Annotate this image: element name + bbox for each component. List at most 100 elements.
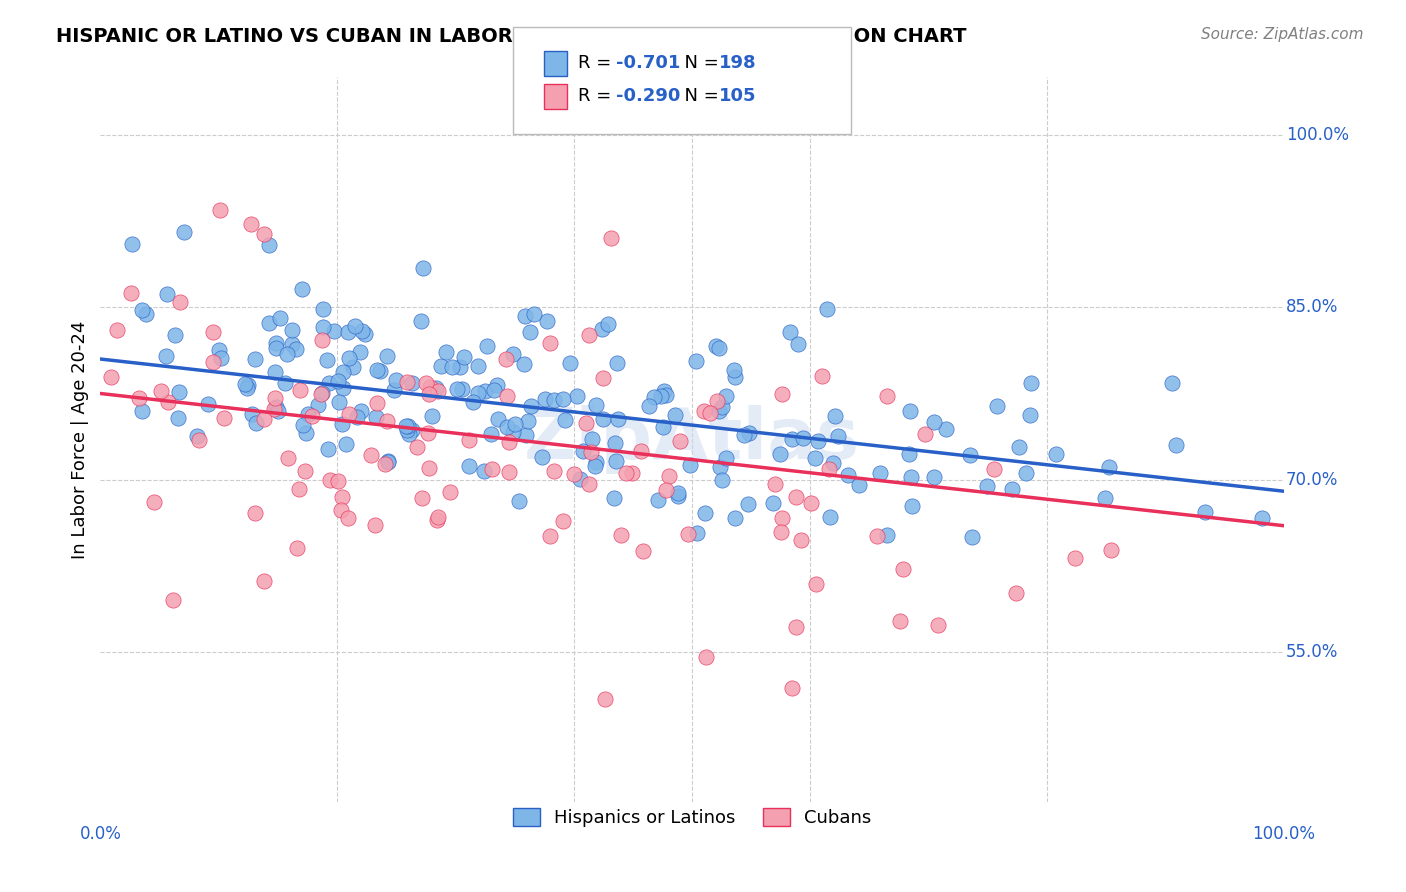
Point xyxy=(406,440,429,454)
Text: 100.0%: 100.0% xyxy=(1286,126,1348,144)
Point xyxy=(763,477,786,491)
Point xyxy=(695,650,717,665)
Point xyxy=(538,529,561,543)
Point xyxy=(427,384,450,399)
Point xyxy=(578,476,600,491)
Point xyxy=(377,454,399,468)
Point xyxy=(467,386,489,401)
Point xyxy=(415,376,437,391)
Point xyxy=(678,526,700,541)
Point xyxy=(592,412,614,426)
Point xyxy=(790,533,813,548)
Point xyxy=(187,433,209,447)
Point xyxy=(704,339,727,353)
Point xyxy=(652,420,675,434)
Point xyxy=(513,357,536,371)
Point xyxy=(592,370,614,384)
Point xyxy=(318,376,340,390)
Point xyxy=(382,384,405,398)
Point xyxy=(900,469,922,483)
Point xyxy=(827,428,849,442)
Point xyxy=(335,437,357,451)
Point xyxy=(453,350,475,364)
Point xyxy=(666,489,689,503)
Point xyxy=(287,482,309,496)
Point xyxy=(733,427,755,442)
Point xyxy=(291,282,314,296)
Point xyxy=(578,327,600,342)
Point xyxy=(330,490,353,504)
Point xyxy=(591,322,613,336)
Point xyxy=(737,497,759,511)
Point xyxy=(332,381,354,395)
Point xyxy=(263,401,285,416)
Point xyxy=(267,403,290,417)
Point xyxy=(600,231,623,245)
Point xyxy=(1019,376,1042,390)
Point xyxy=(208,343,231,357)
Point xyxy=(330,417,353,431)
Point xyxy=(769,447,792,461)
Point xyxy=(495,352,517,367)
Text: HISPANIC OR LATINO VS CUBAN IN LABOR FORCE | AGE 20-24 CORRELATION CHART: HISPANIC OR LATINO VS CUBAN IN LABOR FOR… xyxy=(56,27,967,46)
Text: 100.0%: 100.0% xyxy=(1253,824,1315,843)
Point xyxy=(328,394,350,409)
Point xyxy=(889,614,911,628)
Point xyxy=(824,409,846,423)
Point xyxy=(503,417,526,431)
Point xyxy=(709,341,731,355)
Point xyxy=(368,363,391,377)
Point xyxy=(643,390,665,404)
Point xyxy=(131,303,153,318)
Point xyxy=(543,464,565,478)
Point xyxy=(959,448,981,462)
Point xyxy=(446,382,468,396)
Point xyxy=(699,406,721,420)
Point xyxy=(481,462,503,476)
Point xyxy=(202,355,225,369)
Point xyxy=(434,344,457,359)
Point xyxy=(603,436,626,450)
Point xyxy=(349,344,371,359)
Point xyxy=(135,307,157,321)
Point xyxy=(364,410,387,425)
Point xyxy=(519,325,541,339)
Point xyxy=(685,353,707,368)
Point xyxy=(475,339,498,353)
Point xyxy=(398,426,420,441)
Point xyxy=(330,503,353,517)
Point xyxy=(353,327,375,342)
Text: 198: 198 xyxy=(718,54,756,72)
Point xyxy=(560,356,582,370)
Point xyxy=(575,416,598,430)
Point xyxy=(253,412,276,426)
Point xyxy=(668,434,690,449)
Point xyxy=(420,409,443,423)
Point xyxy=(568,472,591,486)
Point xyxy=(976,478,998,492)
Point xyxy=(395,423,418,437)
Point xyxy=(787,337,810,351)
Point xyxy=(1045,447,1067,461)
Point xyxy=(128,391,150,405)
Point xyxy=(322,324,344,338)
Point xyxy=(169,384,191,399)
Point xyxy=(762,496,785,510)
Point xyxy=(143,495,166,509)
Point xyxy=(848,478,870,492)
Point xyxy=(162,593,184,607)
Point xyxy=(426,509,449,524)
Point xyxy=(292,417,315,432)
Point xyxy=(121,236,143,251)
Point xyxy=(197,397,219,411)
Point xyxy=(426,513,449,527)
Point xyxy=(257,317,280,331)
Point xyxy=(1008,440,1031,454)
Point xyxy=(486,412,509,426)
Point xyxy=(277,451,299,466)
Text: 105: 105 xyxy=(718,87,756,105)
Point xyxy=(804,577,827,591)
Point xyxy=(603,491,626,505)
Point xyxy=(614,466,637,480)
Point xyxy=(810,368,832,383)
